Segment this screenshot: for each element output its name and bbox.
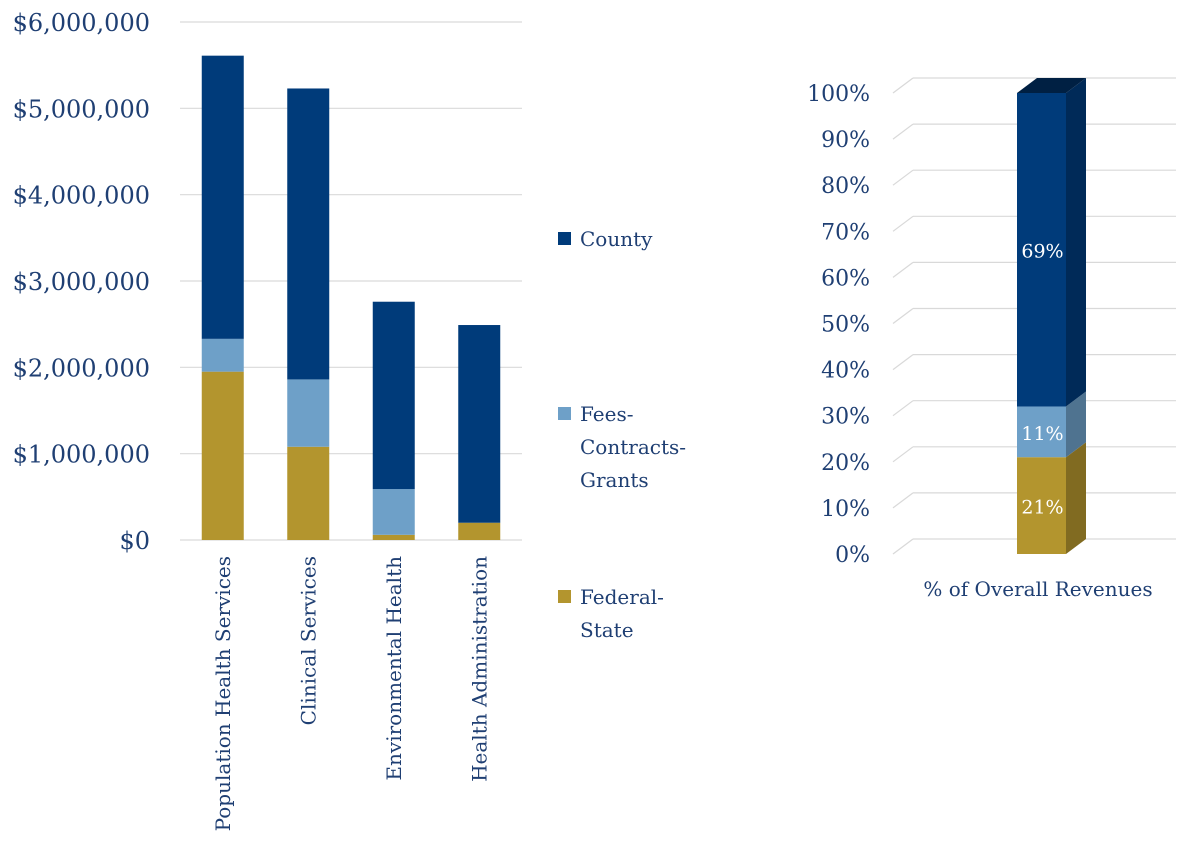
- y-tick-label: 70%: [821, 220, 870, 245]
- y-tick-label: 0%: [835, 543, 870, 568]
- data-label-county: 69%: [1021, 241, 1063, 263]
- bar-side-fees: [1066, 391, 1086, 458]
- legend-swatch-fees: [558, 407, 571, 420]
- y-tick-label: $2,000,000: [13, 354, 150, 382]
- bar-segment-county: [201, 55, 244, 339]
- bar-segment-county: [372, 301, 415, 490]
- legend-swatch-federal: [558, 590, 571, 603]
- legend-label-federal: State: [580, 618, 634, 642]
- bar-front-fees: [1017, 406, 1066, 458]
- gridline-depth: [892, 446, 914, 463]
- y-tick-label: $4,000,000: [13, 182, 150, 210]
- x-category-label: Clinical Services: [296, 556, 320, 725]
- y-tick-label: 10%: [821, 497, 870, 522]
- legend-swatch-county: [558, 232, 571, 245]
- gridline-depth: [892, 77, 914, 94]
- y-tick-label: 20%: [821, 451, 870, 476]
- gridline-depth: [892, 123, 914, 140]
- y-tick-label: 100%: [807, 82, 870, 107]
- y-tick-label: $6,000,000: [13, 9, 150, 37]
- y-tick-label: 40%: [821, 359, 870, 384]
- data-label-federal: 21%: [1021, 497, 1063, 519]
- bar-side-federal: [1066, 442, 1086, 554]
- bar-segment-county: [287, 88, 330, 380]
- x-category-label: % of Overall Revenues: [923, 577, 1152, 601]
- bar-segment-fees: [287, 379, 330, 447]
- x-category-label: Environmental Health: [382, 556, 406, 781]
- gridline-depth: [892, 308, 914, 324]
- legend-label-fees: Grants: [580, 468, 649, 492]
- bar-side-county: [1066, 78, 1086, 407]
- gridline-depth: [892, 215, 914, 232]
- chart-legend: County Fees- Contracts- Grants Federal- State: [558, 227, 686, 642]
- data-label-fees: 11%: [1021, 423, 1063, 445]
- bar-top-county: [1017, 78, 1086, 93]
- bar-segment-federal: [201, 371, 244, 540]
- bar-segment-federal: [372, 534, 415, 540]
- bar-segment-federal: [287, 446, 330, 540]
- bar-front-county: [1017, 93, 1066, 407]
- gridline-depth: [892, 169, 914, 186]
- y-tick-label: $1,000,000: [13, 441, 150, 469]
- gridline-depth: [892, 261, 914, 278]
- legend-label-fees: Contracts-: [580, 435, 686, 459]
- y-tick-label: $3,000,000: [13, 268, 150, 296]
- bar-segment-fees: [372, 489, 415, 535]
- bar-front-federal: [1017, 457, 1066, 554]
- bar-segment-fees: [201, 338, 244, 372]
- bar-segment-county: [458, 325, 501, 523]
- y-tick-label: 50%: [821, 313, 870, 338]
- revenue-by-division-chart: $0 $1,000,000 $2,000,000 $3,000,000 $4,000,0…: [13, 9, 522, 831]
- y-tick-label: 90%: [821, 128, 870, 153]
- y-tick-label: $5,000,000: [13, 95, 150, 123]
- legend-label-federal: Federal-: [580, 585, 664, 609]
- gridline-depth: [892, 492, 914, 509]
- y-tick-label: $0: [119, 527, 150, 555]
- revenue-share-chart: 0% 10% 20% 30% 40% 50% 60% 70% 80% 90% 100% 21% 11% 6…: [807, 77, 1176, 601]
- legend-label-fees: Fees-: [580, 402, 633, 426]
- x-category-label: Health Administration: [467, 556, 491, 782]
- y-tick-label: 60%: [821, 266, 870, 291]
- x-category-label: Population Health Services: [211, 556, 235, 831]
- legend-label-county: County: [580, 227, 653, 251]
- y-tick-label: 30%: [821, 405, 870, 430]
- y-tick-label: 80%: [821, 174, 870, 199]
- gridline-depth: [892, 538, 914, 555]
- bar-segment-federal: [458, 522, 501, 540]
- gridline-depth: [892, 354, 914, 371]
- gridline-depth: [892, 400, 914, 417]
